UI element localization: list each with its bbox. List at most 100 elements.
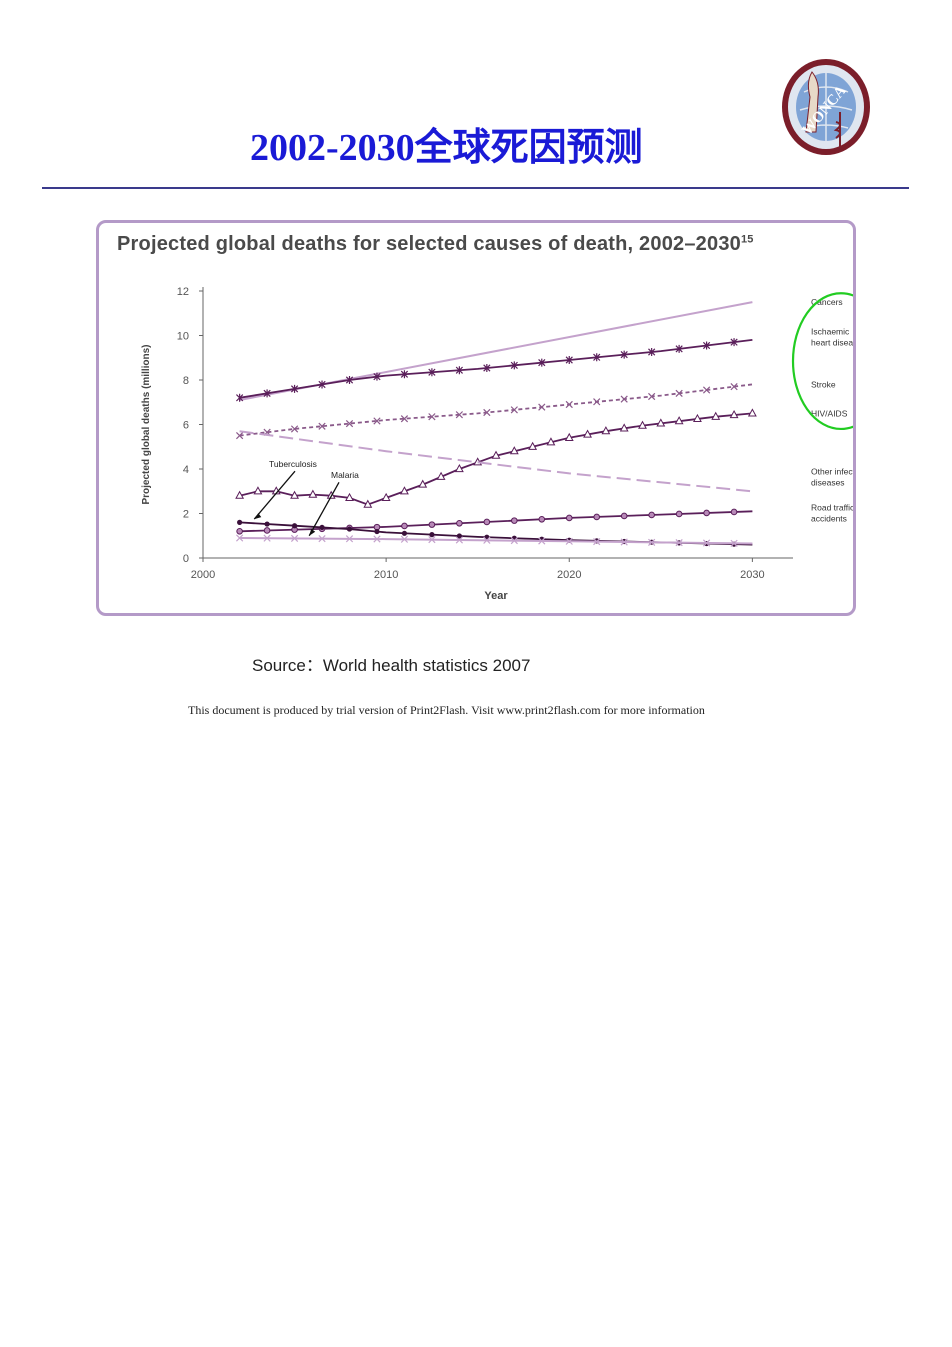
data-point-malaria: [593, 538, 601, 546]
legend-label-other-infectious-diseases: Other infectious: [811, 467, 853, 477]
trial-footer: This document is produced by trial versi…: [188, 703, 705, 717]
data-point-ischaemic-heart-disease: [565, 355, 573, 364]
data-point-ischaemic-heart-disease: [455, 366, 463, 375]
data-point-road-traffic-accidents: [236, 528, 243, 535]
data-point-hiv-aids: [729, 409, 739, 419]
chart-title-text: Projected global deaths for selected cau…: [117, 233, 741, 255]
data-point-hiv-aids: [399, 486, 409, 495]
data-point-hiv-aids: [747, 408, 757, 417]
series-line-other-infectious-diseases: [239, 430, 753, 493]
x-tick-label: 2000: [191, 569, 215, 581]
legend-label-road-traffic-accidents: accidents: [811, 513, 847, 523]
data-point-tuberculosis: [429, 532, 435, 538]
data-point-road-traffic-accidents: [593, 513, 601, 521]
chart-title: Projected global deaths for selected cau…: [117, 233, 754, 256]
data-point-stroke: [483, 408, 491, 417]
data-point-malaria: [620, 538, 628, 546]
data-point-malaria: [538, 537, 546, 545]
data-point-hiv-aids: [674, 416, 684, 425]
legend-label-stroke: Stroke: [811, 379, 836, 389]
data-point-stroke: [565, 400, 573, 409]
data-point-ischaemic-heart-disease: [730, 338, 738, 347]
data-point-ischaemic-heart-disease: [510, 361, 518, 370]
data-point-stroke: [730, 383, 738, 391]
data-point-hiv-aids: [619, 423, 629, 432]
y-tick-label: 2: [183, 509, 189, 521]
data-point-malaria: [400, 535, 409, 543]
data-point-stroke: [702, 386, 711, 394]
data-point-malaria: [565, 537, 573, 545]
data-point-hiv-aids: [528, 441, 538, 450]
y-tick-label: 0: [183, 553, 189, 565]
page-title: 2002-2030全球死因预测: [250, 127, 643, 169]
data-point-road-traffic-accidents: [675, 510, 683, 518]
legend-label-ischaemic-heart-disease: Ischaemic: [811, 327, 850, 337]
series-line-road-traffic-accidents: [239, 510, 753, 533]
data-point-malaria: [648, 538, 656, 546]
data-point-road-traffic-accidents: [620, 512, 628, 520]
data-point-hiv-aids: [363, 499, 373, 508]
data-point-stroke: [290, 425, 299, 433]
data-point-hiv-aids: [711, 411, 721, 420]
data-point-hiv-aids: [381, 492, 391, 502]
line-chart: 0 2 4 6 8 10 12 2000 2010 2020 2030 Year Projected g…: [141, 286, 853, 602]
data-point-hiv-aids: [436, 471, 446, 480]
arrowhead-malaria: [309, 528, 316, 536]
data-point-tuberculosis: [291, 523, 298, 529]
series-line-stroke: [239, 383, 753, 437]
data-point-stroke: [620, 395, 628, 403]
data-point-hiv-aids: [656, 418, 666, 427]
x-tick-label: 2010: [374, 569, 398, 581]
data-point-malaria: [373, 535, 381, 543]
data-point-malaria: [236, 534, 244, 542]
data-point-road-traffic-accidents: [730, 508, 738, 516]
data-point-malaria: [428, 536, 436, 544]
legend-label-hiv-aids: HIV/AIDS: [811, 408, 848, 418]
data-point-malaria: [730, 539, 738, 547]
chart-title-superscript: 15: [740, 233, 754, 246]
y-tick-label: 6: [183, 420, 189, 432]
data-point-hiv-aids: [491, 450, 501, 459]
data-point-hiv-aids: [509, 446, 519, 455]
highlight-ellipse: [791, 292, 853, 431]
data-point-malaria: [483, 536, 491, 544]
data-point-road-traffic-accidents: [703, 509, 710, 517]
data-point-road-traffic-accidents: [401, 522, 408, 530]
data-point-stroke: [400, 415, 409, 423]
data-point-hiv-aids: [601, 426, 611, 435]
data-point-stroke: [648, 392, 656, 401]
y-axis-title: Projected global deaths (millions): [141, 344, 152, 504]
data-point-tuberculosis: [456, 533, 462, 539]
data-point-ischaemic-heart-disease: [263, 389, 271, 398]
data-point-stroke: [373, 417, 381, 425]
y-tick-label: 8: [183, 375, 189, 387]
wonca-logo: WONCA: [782, 59, 870, 155]
data-point-hiv-aids: [345, 492, 354, 502]
data-point-tuberculosis: [374, 528, 380, 535]
data-point-ischaemic-heart-disease: [318, 380, 326, 389]
data-point-tuberculosis: [401, 530, 408, 536]
data-point-malaria: [290, 534, 299, 543]
annotation-arrow-malaria: [308, 482, 340, 537]
source-note: Source：World health statistics 2007: [252, 656, 531, 675]
title-divider: [42, 187, 909, 189]
data-point-hiv-aids: [308, 489, 318, 498]
data-point-stroke: [510, 406, 518, 414]
annotation-tuberculosis: Tuberculosis: [269, 459, 317, 469]
data-point-hiv-aids: [583, 429, 593, 438]
data-point-hiv-aids: [235, 490, 245, 499]
data-point-hiv-aids: [638, 420, 647, 429]
data-point-stroke: [593, 398, 601, 406]
annotation-arrow-tuberculosis: [253, 470, 296, 520]
data-point-tuberculosis: [264, 521, 270, 527]
data-point-road-traffic-accidents: [428, 521, 436, 528]
x-axis-title: Year: [484, 590, 508, 602]
data-point-hiv-aids: [454, 463, 464, 473]
data-point-road-traffic-accidents: [565, 514, 573, 522]
data-point-stroke: [675, 389, 683, 397]
legend-label-road-traffic-accidents: Road traffic: [811, 502, 853, 512]
data-point-ischaemic-heart-disease: [400, 370, 409, 379]
data-point-ischaemic-heart-disease: [483, 363, 491, 372]
data-point-ischaemic-heart-disease: [702, 341, 711, 350]
y-tick-label: 12: [177, 286, 189, 298]
